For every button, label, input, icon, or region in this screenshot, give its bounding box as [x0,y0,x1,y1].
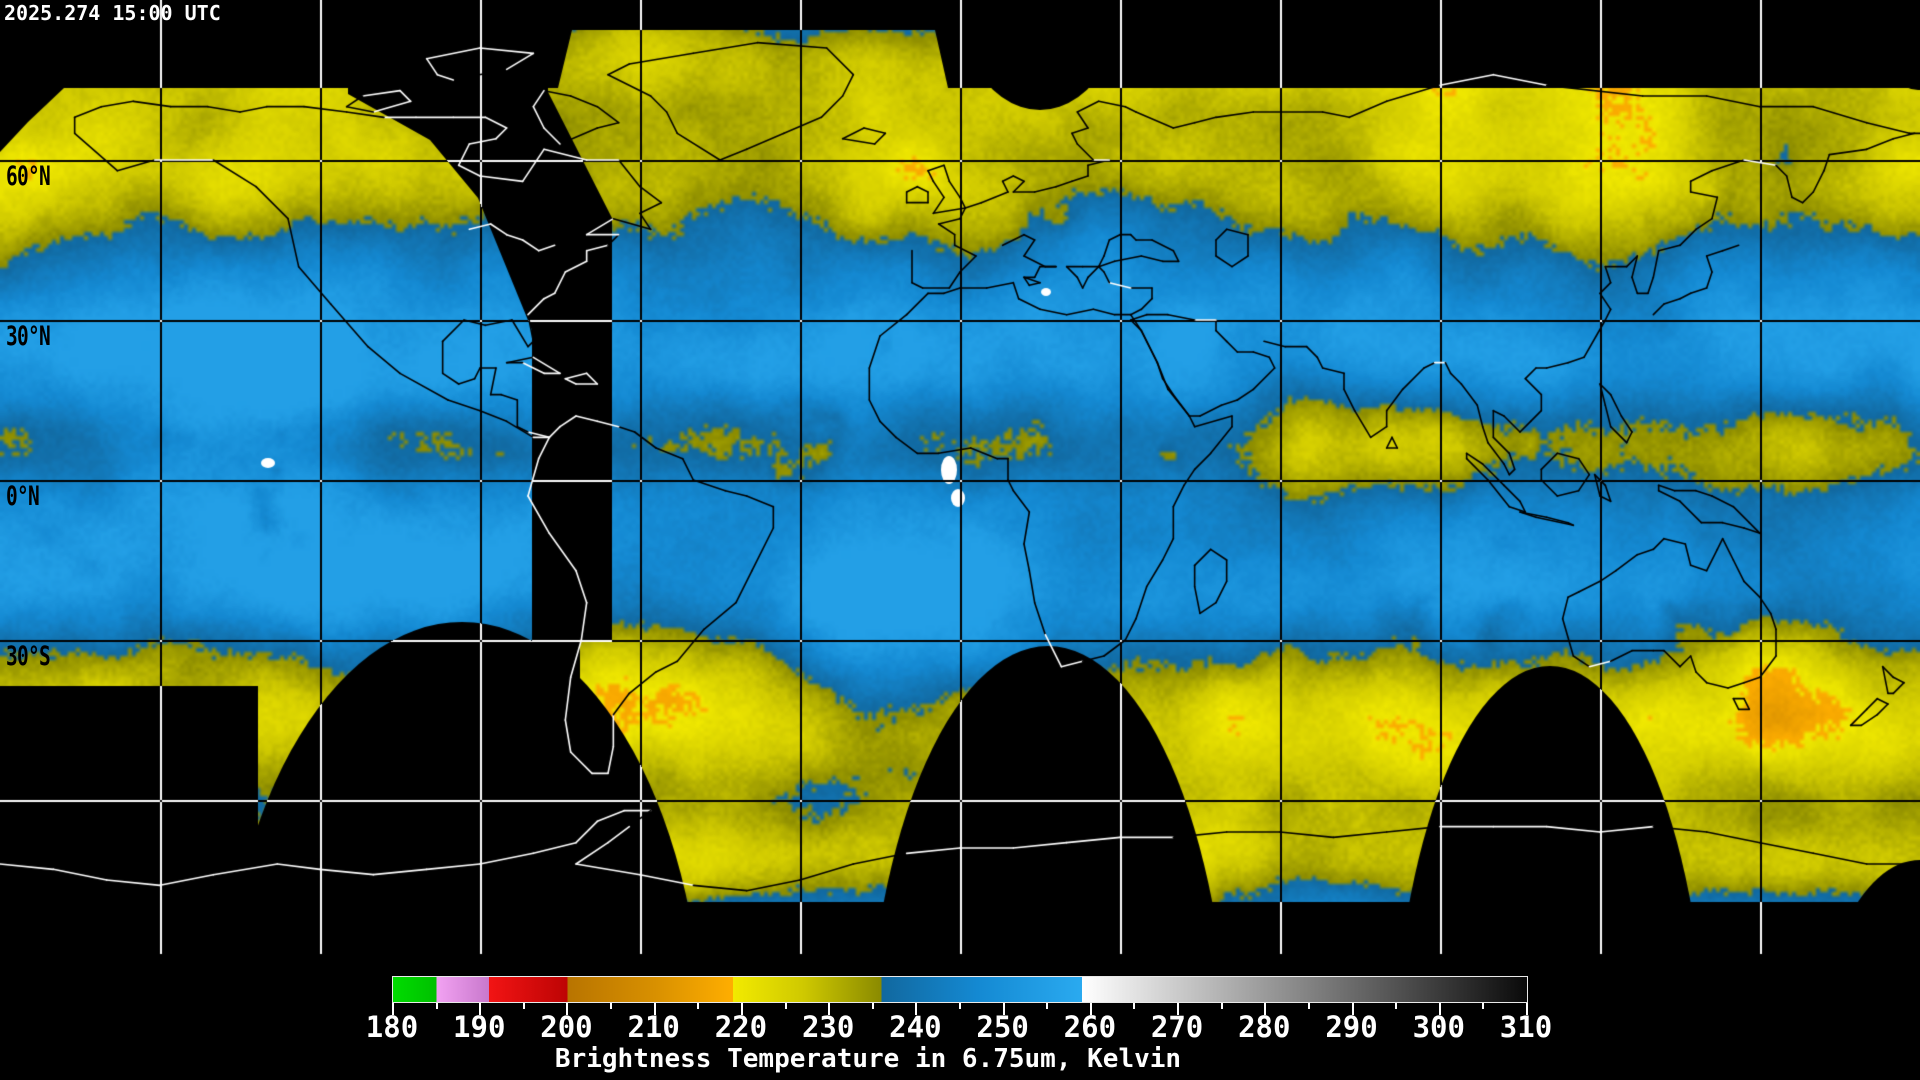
colorbar-tick-label: 290 [1325,1010,1378,1044]
colorbar [392,976,1528,1003]
colorbar-minor-tick [784,1003,787,1009]
colorbar-caption: Brightness Temperature in 6.75um, Kelvin [554,1044,1182,1074]
colorbar-tick-label: 230 [801,1010,855,1044]
timestamp-label: 2025.274 15:00 UTC [4,1,221,25]
colorbar-major-tick [479,1003,482,1015]
colorbar-tick-label: 240 [889,1010,942,1044]
colorbar-tick-label: 310 [1499,1010,1553,1044]
colorbar-major-tick [566,1003,569,1015]
colorbar-major-tick [653,1003,656,1015]
colorbar-minor-tick [871,1003,874,1009]
colorbar-tick-label: 250 [976,1010,1029,1044]
colorbar-tick-label: 190 [453,1010,506,1044]
lat-label: 60°N [6,161,51,192]
colorbar-major-tick [1089,1003,1092,1015]
colorbar-minor-tick [1220,1003,1223,1009]
colorbar-minor-tick [1482,1003,1485,1009]
lat-label: 30°S [6,641,51,672]
colorbar-tick-label: 270 [1150,1010,1204,1044]
colorbar-major-tick [1526,1003,1528,1015]
lat-label: 0°N [6,481,40,512]
colorbar-minor-tick [522,1003,525,1009]
colorbar-major-tick [1264,1003,1267,1015]
colorbar-major-tick [828,1003,831,1015]
colorbar-tick-label: 300 [1412,1010,1465,1044]
colorbar-minor-tick [697,1003,700,1009]
colorbar-major-tick [1177,1003,1180,1015]
colorbar-minor-tick [610,1003,613,1009]
colorbar-minor-tick [1395,1003,1398,1009]
colorbar-minor-tick [1133,1003,1136,1009]
colorbar-minor-tick [1307,1003,1310,1009]
colorbar-major-tick [392,1003,394,1015]
colorbar-major-tick [1351,1003,1354,1015]
colorbar-tick-label: 220 [714,1010,768,1044]
lat-label: 60°S [6,801,51,832]
colorbar-minor-tick [435,1003,438,1009]
colorbar-major-tick [915,1003,918,1015]
satellite-map-canvas [0,0,1920,960]
colorbar-major-tick [1002,1003,1005,1015]
colorbar-tick-label: 200 [540,1010,593,1044]
colorbar-tick-label: 210 [627,1010,680,1044]
colorbar-minor-tick [959,1003,961,1009]
colorbar-tick-label: 180 [365,1010,419,1044]
lat-label: 30°N [6,321,51,352]
colorbar-minor-tick [1046,1003,1049,1009]
colorbar-major-tick [1438,1003,1441,1015]
colorbar-major-tick [740,1003,743,1015]
colorbar-tick-label: 280 [1238,1010,1291,1044]
colorbar-tick-label: 260 [1063,1010,1117,1044]
